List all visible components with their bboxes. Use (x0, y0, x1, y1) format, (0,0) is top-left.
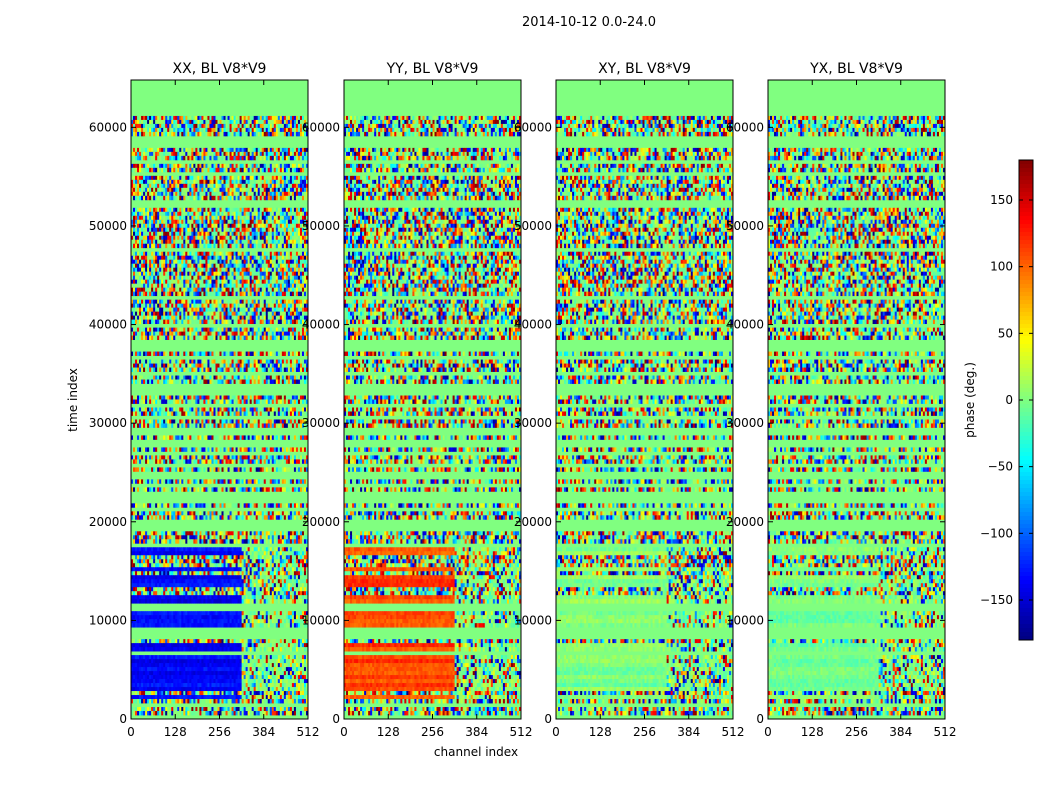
heatmap-row (131, 184, 308, 188)
heatmap-row (131, 168, 308, 172)
panel-title: XX, BL V8*V9 (173, 61, 267, 77)
heatmap-row (131, 156, 308, 160)
heatmap-row (131, 116, 308, 120)
y-axis-label: time index (66, 368, 80, 432)
heatmap-row (131, 148, 308, 152)
heatmap-row (131, 152, 308, 156)
heatmap-row (131, 188, 308, 192)
heatmap-row (131, 128, 308, 132)
heatmap-row (131, 164, 308, 168)
figure-title: 2014-10-12 0.0-24.0 (522, 15, 656, 30)
heatmap-row (131, 176, 308, 180)
x-axis-label: channel index (434, 745, 518, 759)
panels-group: XX, BL V8*V90 128 256 384 512010000200003000… (89, 61, 957, 739)
heatmap-row (131, 124, 308, 128)
heatmap-row (131, 132, 308, 136)
heatmap-row (131, 180, 308, 184)
figure: 2014-10-12 0.0-24.0 time index channel i… (0, 0, 1050, 800)
heatmap-row (131, 120, 308, 124)
panel-xx: XX, BL V8*V90 128 256 384 512010000200003000… (89, 61, 320, 739)
